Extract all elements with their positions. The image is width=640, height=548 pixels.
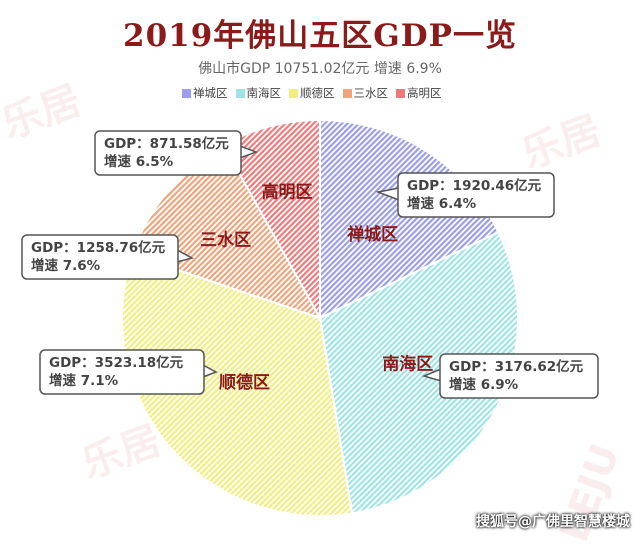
callout-growth-rate: 增速 6.9% [449, 376, 519, 393]
callout-gdp-value: GDP：1258.76亿元 [31, 239, 166, 256]
legend-item: 禅城区 [182, 85, 228, 101]
pie-slice [318, 230, 519, 515]
legend-item: 顺德区 [289, 85, 335, 101]
callout-gdp-value: GDP：871.58亿元 [104, 135, 229, 152]
slice-label: 顺德区 [219, 372, 270, 393]
pie-slice [121, 253, 354, 517]
slice-label: 高明区 [262, 182, 313, 203]
legend-label: 南海区 [246, 86, 282, 100]
callout-growth-rate: 增速 6.4% [407, 195, 477, 212]
callout-gdp-value: GDP：3523.18亿元 [49, 354, 184, 371]
legend-swatch [396, 88, 405, 98]
legend-swatch [182, 88, 191, 98]
callout-gdp-value: GDP：1920.46亿元 [407, 177, 542, 194]
legend-label: 顺德区 [300, 86, 335, 100]
callout-growth-rate: 增速 7.1% [49, 372, 119, 389]
chart-title: 2019年佛山五区GDP一览 [123, 18, 517, 54]
legend-item: 南海区 [235, 85, 282, 101]
slice-label: 禅城区 [346, 224, 398, 245]
callout-growth-rate: 增速 6.5% [104, 153, 174, 170]
legend-label: 禅城区 [193, 86, 228, 100]
chart-subtitle: 佛山市GDP 10751.02亿元 增速 6.9% [198, 61, 442, 77]
callout-growth-rate: 增速 7.6% [31, 257, 101, 274]
legend-label: 三水区 [353, 86, 389, 100]
legend-label: 高明区 [407, 86, 442, 100]
chart-stage: 乐居 乐居 乐居 LEJU 2019年佛山五区GDP一览 佛山市GDP 1075… [0, 18, 630, 548]
legend-item: 三水区 [342, 85, 389, 101]
legend: 禅城区 南海区 顺德区 三水区 高明区 [182, 85, 442, 101]
legend-swatch [235, 88, 245, 98]
legend-swatch [289, 88, 298, 98]
source-credit: 搜狐号@广佛里智慧楼城 [476, 514, 630, 530]
legend-item: 高明区 [396, 85, 442, 101]
slice-label: 三水区 [200, 230, 251, 251]
legend-swatch [342, 88, 352, 98]
slice-label: 南海区 [382, 354, 433, 375]
callout-gdp-value: GDP：3176.62亿元 [449, 358, 584, 375]
